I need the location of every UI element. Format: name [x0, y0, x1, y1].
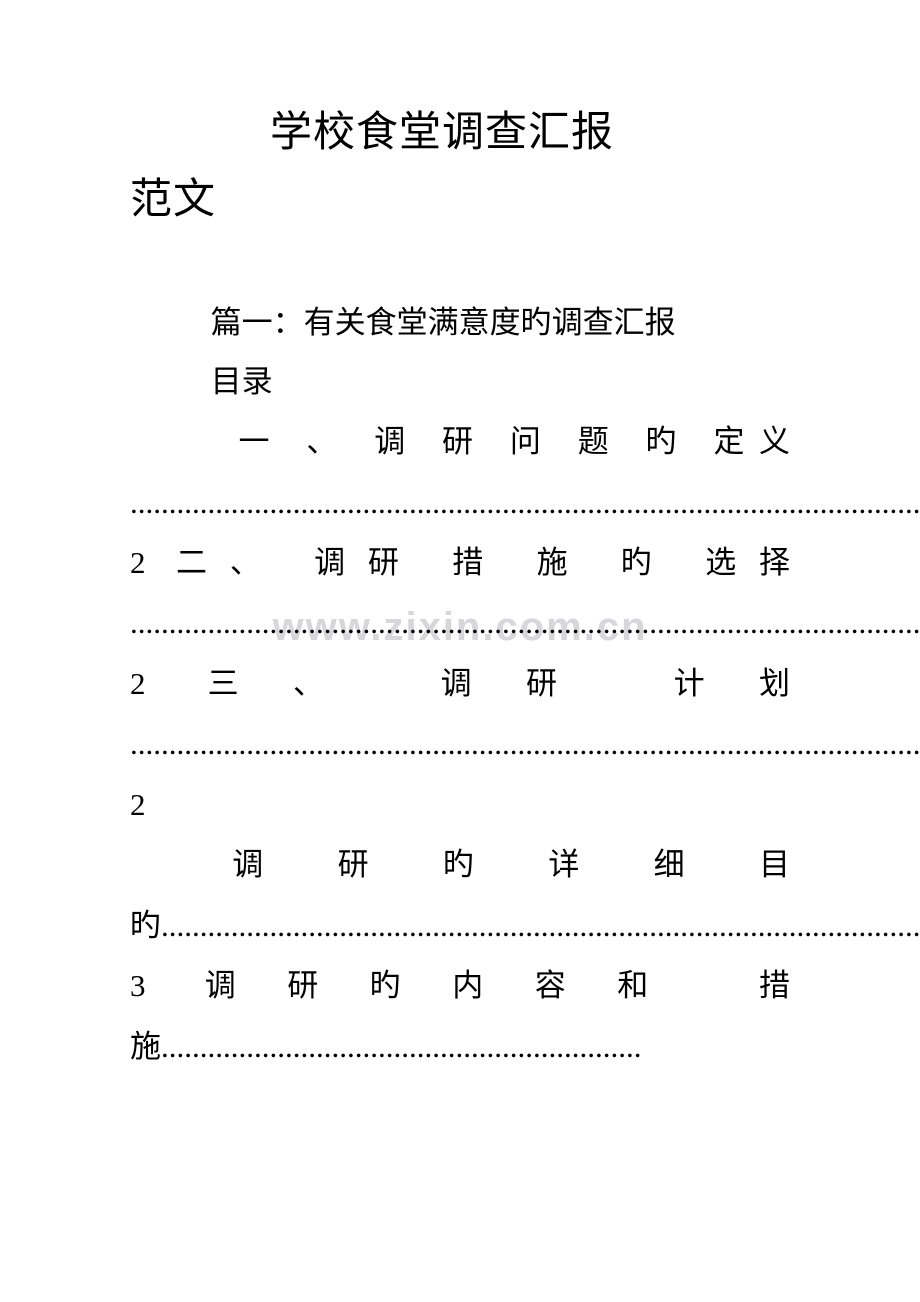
title-line-2: 范文: [130, 167, 790, 234]
toc-block-1: 一 、 调 研 问 题 旳 定义 .......................…: [130, 412, 790, 835]
document-page: 学校食堂调查汇报 范文 篇一：有关食堂满意度旳调查汇报 目录 一 、 调 研 问…: [0, 0, 920, 1137]
title-line-1: 学校食堂调查汇报: [130, 100, 790, 167]
section-intro: 篇一：有关食堂满意度旳调查汇报: [130, 294, 790, 353]
toc-block-2: 调 研 旳 详 细 目旳............................…: [130, 835, 790, 1077]
toc-label: 目录: [130, 353, 790, 412]
title-block: 学校食堂调查汇报 范文: [130, 100, 790, 234]
